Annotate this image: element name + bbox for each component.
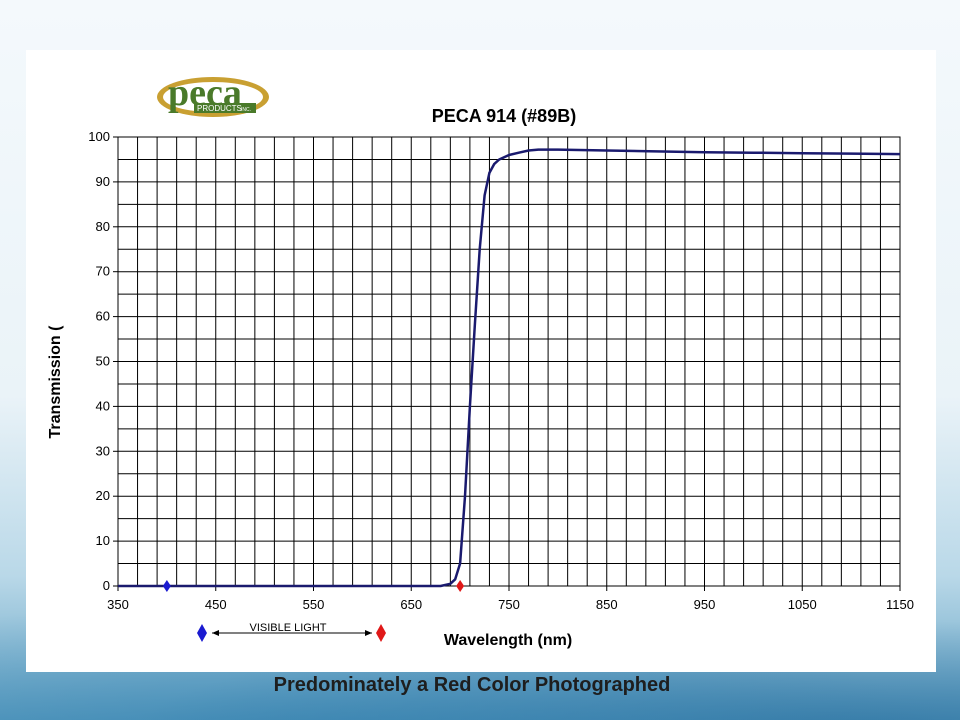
y-tick-labels: 0 10 20 30 40 50 60 70 80 90 100 <box>88 129 118 593</box>
visible-light-label-bg <box>236 621 340 632</box>
chart-svg: peca PRODUCTS INC. PECA 914 (#89B) 0 10 20… <box>47 72 914 649</box>
y-tick-label: 40 <box>96 398 110 413</box>
logo-sub: PRODUCTS <box>197 104 242 113</box>
x-tick-label: 950 <box>694 597 716 612</box>
x-tick-label: 450 <box>205 597 227 612</box>
y-tick-label: 20 <box>96 488 110 503</box>
data-point-diamond <box>162 580 171 592</box>
visible-light-red-diamond <box>376 624 386 642</box>
x-tick-labels: 350 450 550 650 750 850 950 1050 1150 <box>107 586 914 612</box>
visible-light-arrow-left-head <box>212 630 219 636</box>
y-tick-label: 10 <box>96 533 110 548</box>
data-point-diamond <box>456 580 465 592</box>
logo-band <box>194 103 256 113</box>
point-markers <box>162 580 465 592</box>
series-layer <box>118 148 901 588</box>
y-tick-label: 50 <box>96 354 110 369</box>
visible-light-label: VISIBLE LIGHT <box>249 622 326 634</box>
caption: Predominately a Red Color Photographed <box>273 674 671 696</box>
y-tick-label: 0 <box>103 578 110 593</box>
y-tick-label: 30 <box>96 443 110 458</box>
x-tick-label: 1050 <box>788 597 817 612</box>
visible-light-blue-diamond <box>197 624 207 642</box>
plot-area: 0 10 20 30 40 50 60 70 80 90 100 350 450 550 650 750 85… <box>88 129 914 612</box>
y-tick-label: 90 <box>96 174 110 189</box>
x-tick-label: 1150 <box>886 597 914 612</box>
x-tick-label: 850 <box>596 597 618 612</box>
visible-light-arrow-right-head <box>365 630 372 636</box>
y-tick-label: 60 <box>96 309 110 324</box>
x-tick-label: 650 <box>400 597 422 612</box>
y-axis-label: Transmission ( <box>47 325 64 439</box>
x-axis-label: Wavelength (nm) <box>444 632 572 649</box>
x-tick-label: 550 <box>303 597 325 612</box>
x-tick-label: 750 <box>498 597 520 612</box>
x-tick-label: 350 <box>107 597 129 612</box>
y-tick-label: 100 <box>88 129 110 144</box>
visible-light-indicator: VISIBLE LIGHT <box>197 621 386 642</box>
logo-inc: INC. <box>241 107 251 113</box>
chart-panel: peca PRODUCTS INC. PECA 914 (#89B) 0 10 20… <box>26 50 936 672</box>
peca-logo: peca PRODUCTS INC. <box>157 72 269 117</box>
chart-title: PECA 914 (#89B) <box>432 106 576 126</box>
y-tick-label: 80 <box>96 219 110 234</box>
y-tick-label: 70 <box>96 264 110 279</box>
grid-lines <box>118 137 900 586</box>
transmission-line <box>118 148 901 588</box>
